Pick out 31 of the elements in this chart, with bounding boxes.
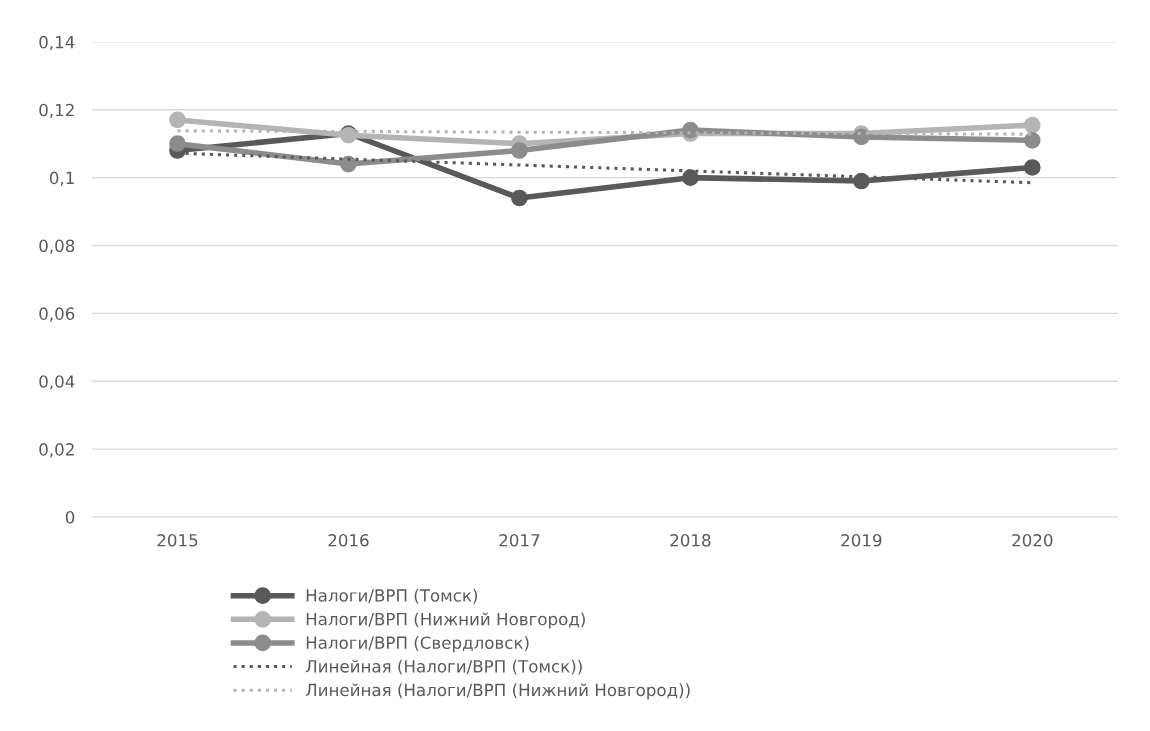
x-tick-label: 2019 — [841, 534, 882, 547]
point — [1023, 116, 1041, 134]
point — [682, 121, 699, 139]
x-tick-label: 2015 — [157, 534, 198, 547]
point — [682, 169, 699, 186]
y-tick-label: 0,02 — [39, 443, 74, 458]
legend-label: Линейная (Налоги/ВРП (Нижний Новгород)) — [305, 683, 690, 700]
point — [1023, 131, 1041, 149]
legend-label: Налоги/ВРП (Томск) — [306, 588, 478, 604]
legend-label: Линейная (Налоги/ВРП (Томск)) — [305, 659, 582, 675]
point — [853, 172, 870, 190]
point — [511, 142, 528, 159]
x-tick-label: 2020 — [1012, 534, 1053, 547]
x-tick-label: 2017 — [499, 534, 540, 547]
x-tick-label: 2016 — [328, 534, 369, 547]
point — [853, 128, 870, 146]
y-tick-label: 0,1 — [49, 171, 74, 186]
point — [169, 111, 186, 129]
y-tick-label: 0,08 — [39, 239, 75, 254]
y-tick-label: 0,14 — [39, 35, 75, 51]
x-tick-label: 2018 — [670, 534, 711, 547]
point — [1023, 159, 1041, 176]
point — [169, 135, 186, 153]
y-tick-label: 0,12 — [39, 103, 74, 119]
y-tick-label: 0,06 — [39, 307, 75, 322]
y-tick-label: 0,04 — [39, 375, 75, 390]
y-tick-label: 0 — [65, 511, 75, 524]
point — [340, 155, 357, 173]
legend-label: Налоги/ВРП (Нижний Новгород) — [306, 612, 585, 629]
legend-label: Налоги/ВРП (Свердловск) — [306, 636, 529, 653]
point — [511, 189, 528, 207]
